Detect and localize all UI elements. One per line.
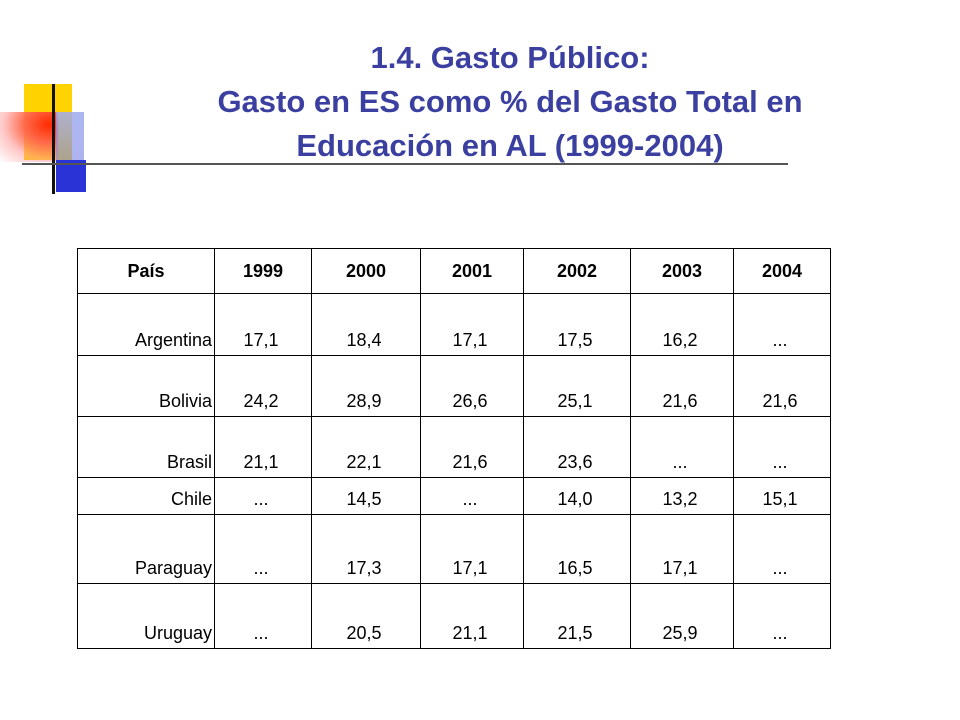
table-cell: ...: [420, 477, 524, 515]
table-cell: 21,6: [420, 416, 524, 478]
table-cell: 25,1: [523, 355, 631, 417]
table-cell: 21,6: [630, 355, 734, 417]
title-line-3: Educación en AL (1999-2004): [296, 128, 724, 163]
table-cell: 17,3: [311, 514, 421, 584]
header-pais: País: [77, 248, 215, 294]
title-underline: [22, 163, 788, 165]
data-table: País 1999 2000 2001 2002 2003 2004 Argen…: [77, 248, 831, 649]
table-cell: 14,5: [311, 477, 421, 515]
header-2000: 2000: [311, 248, 421, 294]
table-header-row: País 1999 2000 2001 2002 2003 2004: [77, 248, 831, 294]
table-row: Bolivia 24,2 28,9 26,6 25,1 21,6 21,6: [77, 355, 831, 417]
table-cell: 17,1: [420, 514, 524, 584]
table-cell: ...: [214, 583, 312, 649]
table-cell: 25,9: [630, 583, 734, 649]
table-cell: 17,1: [214, 293, 312, 356]
table-cell: 16,2: [630, 293, 734, 356]
title-line-2: Gasto en ES como % del Gasto Total en: [217, 84, 803, 119]
table-cell: ...: [214, 514, 312, 584]
table-cell: ...: [733, 293, 831, 356]
table-cell-country: Chile: [77, 477, 215, 515]
table-cell: ...: [733, 416, 831, 478]
table-cell-country: Uruguay: [77, 583, 215, 649]
table-cell: ...: [733, 583, 831, 649]
table-cell: 14,0: [523, 477, 631, 515]
table-cell-country: Paraguay: [77, 514, 215, 584]
table-cell: ...: [733, 514, 831, 584]
table-cell: 21,1: [420, 583, 524, 649]
ornament-vertical-line: [52, 84, 55, 194]
table-cell: 22,1: [311, 416, 421, 478]
table-cell: 16,5: [523, 514, 631, 584]
table-cell: 21,1: [214, 416, 312, 478]
table-cell: 26,6: [420, 355, 524, 417]
table-cell: 24,2: [214, 355, 312, 417]
slide-ornament: [0, 0, 100, 200]
table-cell: 15,1: [733, 477, 831, 515]
table-cell-country: Brasil: [77, 416, 215, 478]
table-row: Chile ... 14,5 ... 14,0 13,2 15,1: [77, 477, 831, 515]
table-cell: ...: [630, 416, 734, 478]
table-cell-country: Bolivia: [77, 355, 215, 417]
table-cell: 23,6: [523, 416, 631, 478]
header-2001: 2001: [420, 248, 524, 294]
table-cell: 21,5: [523, 583, 631, 649]
table-row: Brasil 21,1 22,1 21,6 23,6 ... ...: [77, 416, 831, 478]
table-cell: 21,6: [733, 355, 831, 417]
table-row: Paraguay ... 17,3 17,1 16,5 17,1 ...: [77, 514, 831, 584]
header-2003: 2003: [630, 248, 734, 294]
ornament-blue-square: [56, 160, 86, 192]
title-line-1: 1.4. Gasto Público:: [370, 40, 650, 75]
table-cell: 28,9: [311, 355, 421, 417]
header-1999: 1999: [214, 248, 312, 294]
header-2004: 2004: [733, 248, 831, 294]
table-cell: 18,4: [311, 293, 421, 356]
table-cell: 17,1: [420, 293, 524, 356]
slide-title: 1.4. Gasto Público: Gasto en ES como % d…: [100, 36, 920, 168]
table-row: Argentina 17,1 18,4 17,1 17,5 16,2 ...: [77, 293, 831, 356]
table-cell: 17,1: [630, 514, 734, 584]
table-cell: 20,5: [311, 583, 421, 649]
header-2002: 2002: [523, 248, 631, 294]
ornament-lightblue-square: [56, 112, 84, 162]
table-cell: 17,5: [523, 293, 631, 356]
table-cell: 13,2: [630, 477, 734, 515]
ornament-red-glow: [0, 112, 58, 162]
table-cell-country: Argentina: [77, 293, 215, 356]
table-cell: ...: [214, 477, 312, 515]
table-row: Uruguay ... 20,5 21,1 21,5 25,9 ...: [77, 583, 831, 649]
